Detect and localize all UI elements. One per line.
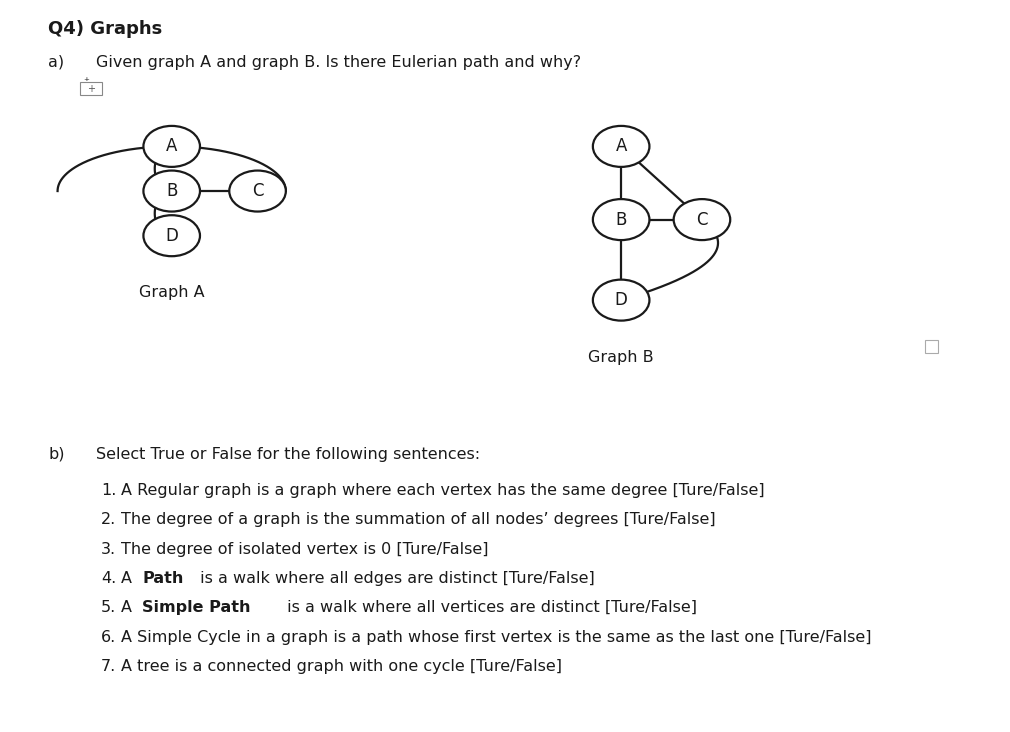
Text: A tree is a connected graph with one cycle [Ture/False]: A tree is a connected graph with one cyc… bbox=[121, 659, 563, 673]
Text: Simple Path: Simple Path bbox=[142, 600, 250, 615]
Text: A: A bbox=[166, 138, 178, 155]
Bar bbox=[925, 340, 938, 353]
Text: 6.: 6. bbox=[101, 630, 116, 644]
Text: A: A bbox=[121, 571, 137, 586]
Text: A: A bbox=[121, 600, 137, 615]
Circle shape bbox=[143, 215, 200, 256]
Text: A: A bbox=[615, 138, 627, 155]
Text: +: + bbox=[87, 83, 95, 94]
Text: B: B bbox=[166, 182, 178, 200]
Circle shape bbox=[674, 199, 730, 240]
Text: 7.: 7. bbox=[101, 659, 116, 673]
Text: D: D bbox=[615, 291, 627, 309]
Text: is a walk where all vertices are distinct [Ture/False]: is a walk where all vertices are distinc… bbox=[282, 600, 697, 615]
Text: 4.: 4. bbox=[101, 571, 116, 586]
Text: 5.: 5. bbox=[101, 600, 116, 615]
Text: a): a) bbox=[48, 55, 65, 70]
Circle shape bbox=[143, 126, 200, 167]
Text: The degree of a graph is the summation of all nodes’ degrees [Ture/False]: The degree of a graph is the summation o… bbox=[121, 512, 716, 527]
Text: Graph A: Graph A bbox=[139, 285, 204, 300]
Text: b): b) bbox=[48, 447, 65, 461]
Circle shape bbox=[229, 171, 286, 212]
Circle shape bbox=[593, 126, 649, 167]
Text: Path: Path bbox=[142, 571, 184, 586]
Circle shape bbox=[593, 199, 649, 240]
Text: 1.: 1. bbox=[101, 483, 116, 498]
Text: C: C bbox=[696, 211, 708, 228]
Text: A Simple Cycle in a graph is a path whose first vertex is the same as the last o: A Simple Cycle in a graph is a path whos… bbox=[121, 630, 872, 644]
Circle shape bbox=[593, 280, 649, 321]
Text: Graph B: Graph B bbox=[589, 350, 653, 365]
Text: B: B bbox=[615, 211, 627, 228]
Text: The degree of isolated vertex is 0 [Ture/False]: The degree of isolated vertex is 0 [Ture… bbox=[121, 542, 489, 556]
Circle shape bbox=[143, 171, 200, 212]
Text: 2.: 2. bbox=[101, 512, 116, 527]
Text: 3.: 3. bbox=[101, 542, 116, 556]
Text: Q4) Graphs: Q4) Graphs bbox=[48, 20, 163, 39]
Text: D: D bbox=[166, 227, 178, 244]
Text: is a walk where all edges are distinct [Ture/False]: is a walk where all edges are distinct [… bbox=[195, 571, 595, 586]
Text: C: C bbox=[251, 182, 264, 200]
Text: Select True or False for the following sentences:: Select True or False for the following s… bbox=[96, 447, 480, 461]
Text: Given graph A and graph B. Is there Eulerian path and why?: Given graph A and graph B. Is there Eule… bbox=[96, 55, 581, 70]
Text: ⁺: ⁺ bbox=[83, 77, 89, 87]
Text: A Regular graph is a graph where each vertex has the same degree [Ture/False]: A Regular graph is a graph where each ve… bbox=[121, 483, 765, 498]
